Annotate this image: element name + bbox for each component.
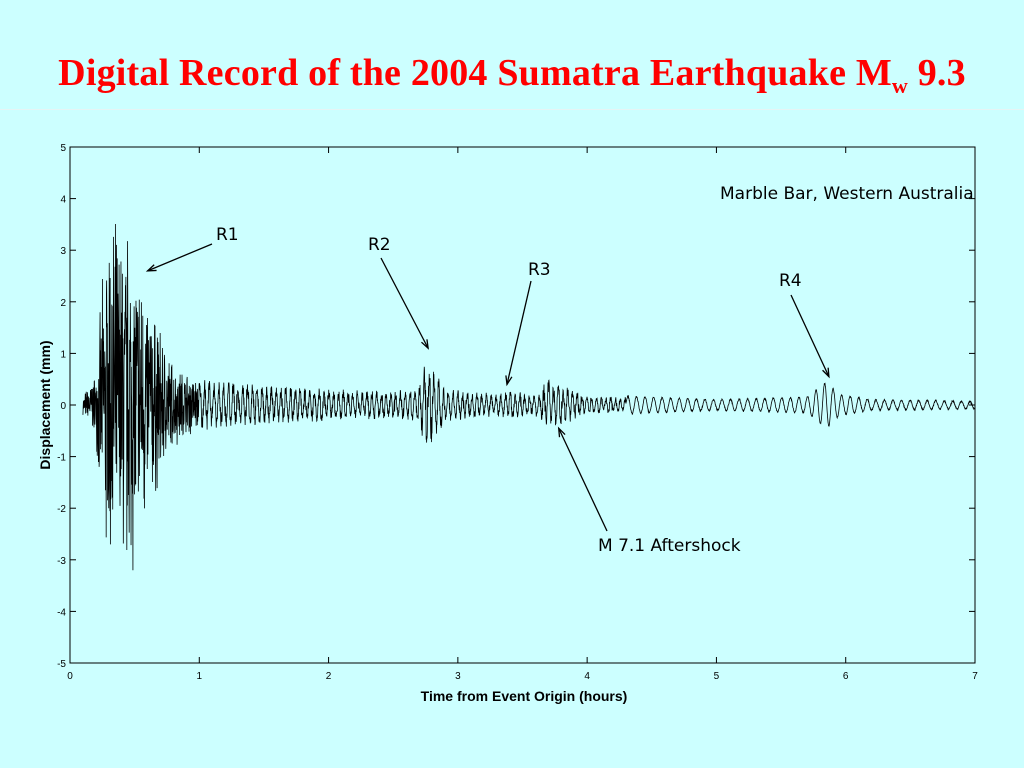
y-tick-label: 1 [60,349,66,360]
x-tick-label: 1 [197,671,203,682]
annotation-arrowhead [145,264,157,272]
x-tick-label: 2 [326,671,332,682]
y-tick-label: -2 [57,504,66,515]
x-axis-title: Time from Event Origin (hours) [421,688,628,704]
x-tick-label: 5 [714,671,720,682]
annotation-arrow-line [506,280,532,385]
title-tail: 9.3 [908,52,966,94]
annotation-arrow-line [147,243,213,272]
y-tick-label: -4 [57,607,66,618]
annotation-label: R2 [368,235,391,255]
x-tick-label: 4 [584,671,590,682]
x-tick-label: 7 [972,671,978,682]
y-tick-label: -5 [57,659,66,670]
x-tick-label: 0 [67,671,73,682]
y-tick-label: 0 [60,401,66,412]
axes: 0 1 2 3 4 5 6 7 5 4 3 2 1 0 -1 -2 -3 -4 -5 [57,143,978,682]
y-tick-label: -1 [57,453,66,464]
y-tick-label: -3 [57,556,66,567]
y-tick-label: 5 [60,143,66,154]
annotation-label: R3 [528,260,551,280]
annotation-label: R4 [779,271,802,291]
y-axis-title: Displacement (mm) [37,340,53,469]
y-tick-label: 4 [60,195,66,206]
slide-title: Digital Record of the 2004 Sumatra Earth… [0,50,1024,109]
y-tick-label: 2 [60,298,66,309]
annotation-arrow-line [380,257,429,349]
annotation-layer: R1 R2 R3 R4 M 7.1 Aftershock [145,225,830,556]
annotation-label: R1 [216,225,239,245]
annotation-arrowhead [557,426,566,438]
y-tick-label: 3 [60,246,66,257]
annotation-arrowhead [505,375,513,387]
trace-layer [82,223,976,571]
station-label: Marble Bar, Western Australia [720,184,974,204]
title-main: Digital Record of the 2004 Sumatra Earth… [58,52,892,94]
annotation-arrow-line [558,427,608,532]
annotation-label: M 7.1 Aftershock [598,536,741,556]
x-tick-label: 3 [455,671,461,682]
x-tick-label: 6 [843,671,849,682]
title-divider [0,109,1024,110]
title-subscript: w [891,73,908,98]
annotation-arrowhead [421,339,429,350]
seismogram-trace [82,223,976,571]
annotation-arrowhead [822,367,830,379]
annotation-arrow-line [790,294,830,377]
